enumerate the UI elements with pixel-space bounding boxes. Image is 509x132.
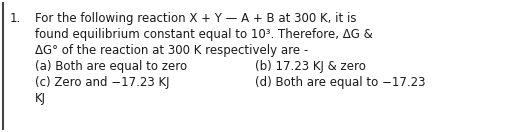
Text: (d) Both are equal to −17.23: (d) Both are equal to −17.23 [254,76,425,89]
Text: found equilibrium constant equal to 10³. Therefore, ΔG &: found equilibrium constant equal to 10³.… [35,28,372,41]
Text: 1.: 1. [10,12,21,25]
Text: (b) 17.23 KJ & zero: (b) 17.23 KJ & zero [254,60,365,73]
Text: ΔG° of the reaction at 300 K respectively are -: ΔG° of the reaction at 300 K respectivel… [35,44,307,57]
Text: KJ: KJ [35,92,46,105]
Text: For the following reaction X + Y — A + B at 300 K, it is: For the following reaction X + Y — A + B… [35,12,356,25]
Text: (c) Zero and −17.23 KJ: (c) Zero and −17.23 KJ [35,76,169,89]
Text: (a) Both are equal to zero: (a) Both are equal to zero [35,60,187,73]
